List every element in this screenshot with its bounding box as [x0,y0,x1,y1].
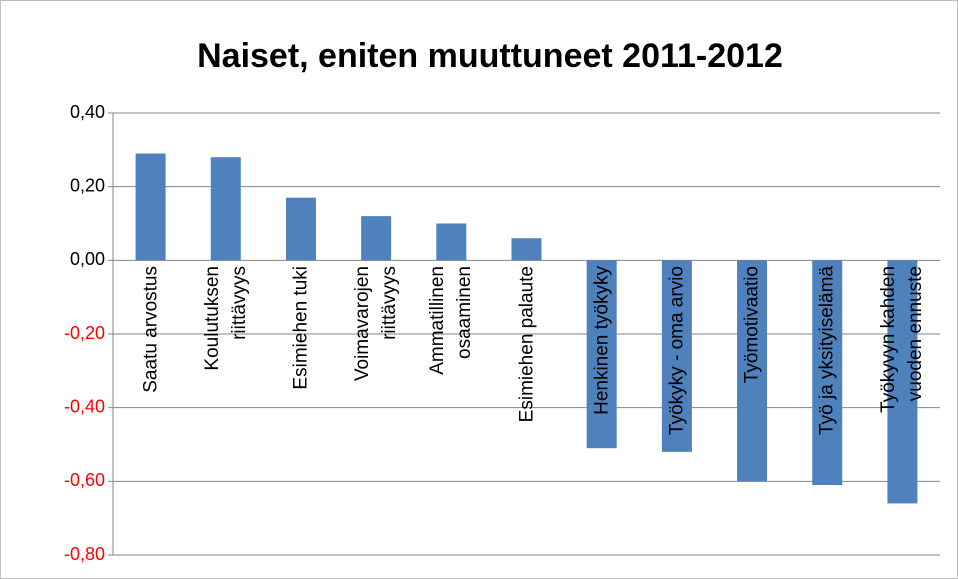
x-tick-label: Henkinen työkyky [591,266,613,416]
x-tick-label: Työkyky - oma arvio [666,266,688,436]
x-tick-label: Esimiehen palaute [516,266,537,423]
y-tick-label: 0,20 [70,175,105,195]
y-tick-label: -0,80 [64,544,105,564]
bar [135,153,166,261]
bar [210,157,241,261]
bar [661,260,692,452]
x-tick-label: Voimavarojen riittävyys [352,266,401,382]
x-tick-label: Työ ja yksityiselämä [816,266,838,436]
x-tick-label: Esimiehen tuki [290,266,312,390]
bar [361,216,392,261]
y-tick-label: -0,60 [64,470,105,490]
bar [285,197,316,261]
bar [511,238,542,261]
bar [586,260,617,449]
bar [737,260,768,482]
x-tick-label: Saatu arvostus [140,266,162,394]
y-tick-label: -0,40 [64,396,105,416]
bar [887,260,918,504]
x-tick-label: Ammatillinen osaaminen [427,266,476,376]
chart-title: Naiset, eniten muuttuneet 2011-2012 [197,37,783,75]
y-tick-label: 0,40 [70,102,105,122]
x-tick-label: Koulutuksen riittävyys [201,266,250,371]
x-tick-label: Työmotivaatio [741,266,763,384]
x-tick-label: Työkyvyn kahden vuoden ennuste [878,266,927,414]
bar [812,260,843,486]
y-tick-label: 0,00 [70,249,105,269]
y-tick-label: -0,20 [64,323,105,343]
bar [436,223,467,261]
